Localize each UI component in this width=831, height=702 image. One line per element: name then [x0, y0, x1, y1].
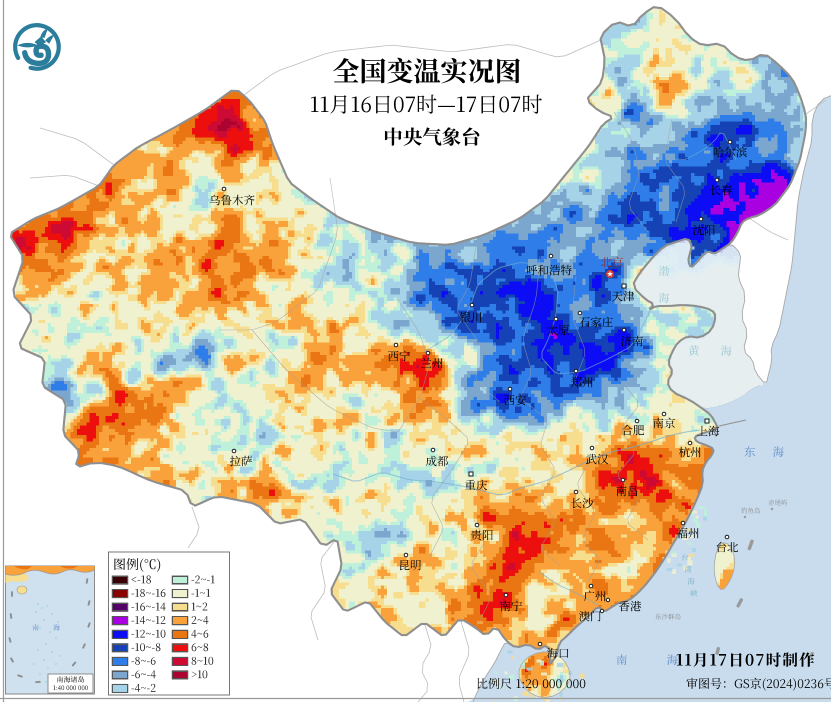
city-label: 广州	[584, 588, 607, 604]
legend-swatch	[172, 670, 188, 680]
legend-swatch	[112, 630, 128, 639]
china-border	[9, 6, 808, 665]
legend-swatch	[112, 670, 128, 680]
made-time: 11月17日07时制作	[676, 652, 795, 673]
city-label: 呼和浩特	[526, 262, 572, 278]
city-label: 福州	[677, 525, 700, 541]
legend-swatch	[172, 643, 188, 653]
city-label: 西安	[504, 392, 527, 408]
sea-label: 东海	[744, 447, 766, 463]
city-label: 合肥	[622, 422, 645, 438]
legend: 图例(℃) <-18-18~-16-16~-14-14~-12-12~-10-1…	[109, 552, 230, 695]
legend-range-label: -2~-1	[191, 575, 214, 586]
legend-range-label: 6~8	[191, 643, 207, 654]
city-label: 拉萨	[230, 453, 253, 469]
legend-range-label: 1~2	[191, 602, 207, 613]
city-label: 南昌	[616, 483, 639, 499]
sea-label: 台湾海峡	[685, 551, 729, 567]
legend-swatch	[172, 630, 188, 639]
legend-swatch	[172, 575, 188, 585]
page-subtitle: 11月16日07时—17日07时	[426, 104, 656, 134]
city-label: 上海	[697, 423, 720, 439]
sea-label: 南海	[616, 655, 638, 671]
city-label: 北京	[601, 254, 624, 270]
city-label: 郑州	[571, 374, 594, 390]
south-china-sea-inset	[5, 565, 95, 695]
legend-swatch	[172, 616, 188, 626]
legend-swatch	[112, 602, 128, 612]
city-label: 乌鲁木齐	[209, 192, 255, 208]
city-label: 南宁	[500, 598, 523, 614]
legend-range-label: -4~-2	[131, 683, 154, 694]
legend-range-label: -6~-4	[131, 670, 154, 681]
legend-range-label: 2~4	[191, 615, 207, 626]
legend-range-label: <-18	[131, 575, 151, 586]
city-label: 香港	[619, 598, 642, 614]
city-label: 银川	[460, 309, 483, 325]
city-label: 哈尔滨	[713, 144, 748, 160]
legend-range-label: -10~-8	[131, 643, 159, 654]
sea-label: 渤海	[664, 266, 686, 282]
city-label: 昆明	[399, 557, 422, 573]
city-label: 武汉	[586, 451, 609, 467]
legend-range-label: -1~1	[191, 588, 211, 599]
legend-range-label: -14~-12	[131, 615, 165, 626]
city-label: 成都	[426, 453, 449, 469]
legend-range-label: >10	[191, 670, 207, 681]
legend-swatch	[172, 602, 188, 612]
city-label: 海口	[547, 645, 570, 661]
legend-swatch	[112, 616, 128, 626]
page-title: 全国变温实况图	[427, 68, 616, 107]
sea-label: 赤尾屿	[768, 496, 801, 512]
legend-swatch	[172, 589, 188, 598]
city-label: 长春	[710, 182, 733, 198]
city-label: 济南	[621, 333, 644, 349]
city-markers	[221, 139, 733, 647]
city-label: 贵阳	[471, 527, 494, 543]
city-label: 西宁	[388, 348, 411, 364]
city-label: 南京	[653, 415, 676, 431]
city-label: 重庆	[465, 477, 488, 493]
approval-number: 审图号：GS京(2024)0236号	[686, 678, 829, 695]
inset-scale: 1:40 000 000	[70, 685, 102, 691]
city-label: 太原	[547, 322, 570, 338]
agency-name: 中央气象台	[432, 136, 532, 165]
sea-label: 黄海	[688, 346, 710, 362]
city-label: 天津	[612, 288, 635, 304]
legend-range-label: -8~-6	[131, 656, 154, 667]
city-label: 长沙	[571, 495, 594, 511]
city-label: 杭州	[679, 444, 702, 460]
city-label: 石家庄	[579, 314, 614, 330]
legend-range-label: 4~6	[191, 629, 207, 640]
legend-swatch	[112, 657, 128, 666]
ryukyu-islands	[715, 539, 814, 658]
legend-range-label: 8~10	[191, 656, 212, 667]
legend-swatch	[172, 657, 188, 666]
legend-swatch	[112, 589, 128, 598]
cma-dragon-logo	[13, 23, 61, 71]
city-label: 沈阳	[693, 222, 716, 238]
city-label: 兰州	[421, 355, 444, 371]
legend-swatch	[112, 575, 128, 585]
legend-range-label: -16~-14	[131, 602, 165, 613]
map-scale: 比例尺 1:20 000 000	[476, 678, 578, 695]
legend-swatch	[112, 643, 128, 653]
sea-label: 东沙群岛	[655, 610, 699, 626]
legend-range-label: -12~-10	[131, 629, 165, 640]
legend-range-label: -18~-16	[131, 588, 165, 599]
legend-swatch	[112, 684, 128, 693]
city-label: 澳门	[579, 608, 602, 624]
